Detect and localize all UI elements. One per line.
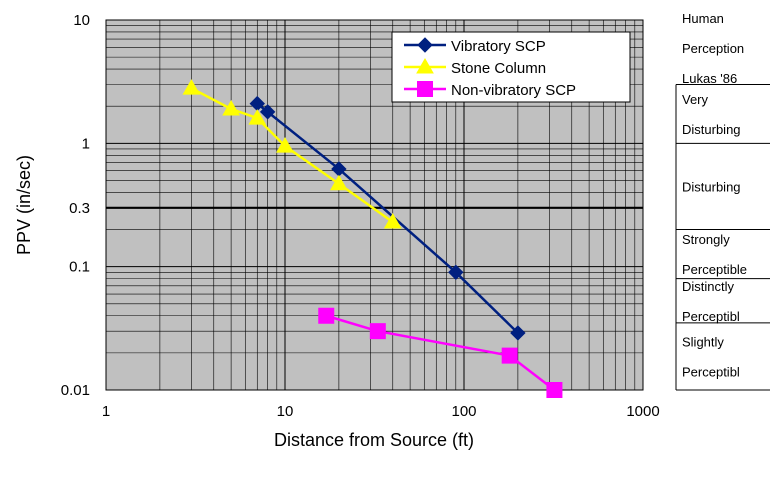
- legend: Vibratory SCP Stone Column Non-vibratory S…: [391, 31, 631, 103]
- perception-header-line: Perception: [682, 41, 744, 56]
- data-point: [383, 213, 402, 229]
- series-line: [190, 87, 394, 224]
- plot-border: [105, 19, 644, 391]
- legend-marker: [417, 37, 433, 53]
- perception-scale: Human Perception Lukas '86 Very Disturbing Di…: [675, 11, 770, 391]
- data-point: [369, 323, 386, 340]
- perception-band-label: Distinctly: [682, 279, 735, 294]
- series-1: [182, 79, 402, 229]
- x-tick-label: 1: [102, 403, 110, 420]
- perception-band-label: Perceptible: [682, 262, 747, 277]
- perception-band-label: Very: [682, 92, 709, 107]
- x-tick-label: 100: [451, 403, 476, 420]
- data-point: [501, 347, 518, 364]
- y-tick-label: 10: [73, 12, 90, 29]
- data-point: [318, 307, 335, 324]
- x-tick-label: 10: [277, 403, 294, 420]
- perception-band-label: Slightly: [682, 334, 724, 349]
- y-tick-label: 0.1: [69, 259, 90, 276]
- perception-band-label: Strongly: [682, 232, 730, 247]
- data-point: [276, 137, 294, 153]
- perception-header-line: Human: [682, 11, 724, 26]
- legend-marker: [417, 81, 433, 97]
- legend-label: Non-vibratory SCP: [451, 82, 576, 99]
- y-tick-label: 0.3: [69, 200, 90, 217]
- series-group: [182, 79, 563, 398]
- perception-band-label: Disturbing: [682, 179, 741, 194]
- legend-label: Vibratory SCP: [451, 38, 546, 55]
- perception-band-label: Perceptibl: [682, 309, 740, 324]
- series-0: [249, 95, 526, 341]
- data-point: [330, 174, 348, 191]
- perception-band-label: Disturbing: [682, 122, 741, 137]
- data-point: [448, 264, 464, 281]
- series-2: [318, 307, 563, 398]
- y-tick-label: 0.01: [61, 382, 90, 399]
- data-point: [546, 382, 563, 398]
- data-point: [510, 325, 526, 341]
- legend-label: Stone Column: [451, 60, 546, 77]
- perception-header-line: Lukas '86: [682, 71, 737, 86]
- legend-marker: [416, 57, 434, 74]
- data-point: [222, 99, 240, 116]
- series-line: [325, 314, 556, 391]
- data-point: [248, 109, 267, 125]
- x-axis-label: Distance from Source (ft): [274, 430, 474, 450]
- x-tick-label: 1000: [626, 403, 659, 420]
- y-tick-label: 1: [82, 135, 90, 152]
- data-point: [182, 79, 201, 95]
- y-axis-label: PPV (in/sec): [14, 155, 34, 255]
- data-point: [259, 104, 276, 120]
- tick-labels: 1 10 100 1000 0.01 0.1 0.3 1 10: [61, 12, 660, 420]
- perception-band-label: Perceptibl: [682, 364, 740, 379]
